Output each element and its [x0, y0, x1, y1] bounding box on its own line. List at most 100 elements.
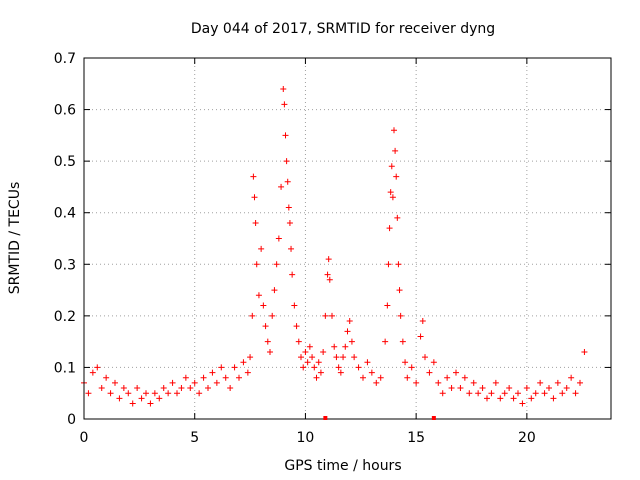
data-point: [249, 312, 256, 319]
x-tick-label: 10: [297, 430, 315, 446]
data-point: [252, 220, 259, 227]
data-point: [311, 364, 318, 371]
data-point: [134, 385, 141, 392]
grid: [84, 58, 611, 419]
data-point: [466, 390, 473, 397]
data-point: [340, 354, 347, 361]
data-point: [364, 359, 371, 366]
data-point: [227, 385, 234, 392]
data-point: [182, 374, 189, 381]
data-point: [283, 158, 290, 165]
data-point: [322, 312, 329, 319]
data-marks: [81, 85, 588, 407]
data-point: [293, 323, 300, 330]
data-point: [116, 395, 123, 402]
data-point: [342, 343, 349, 350]
data-point: [435, 379, 442, 386]
data-point: [205, 385, 211, 392]
data-point: [273, 261, 280, 268]
chart-title: Day 044 of 2017, SRMTID for receiver dyn…: [191, 21, 495, 37]
data-point: [147, 400, 154, 407]
data-point: [187, 385, 194, 392]
data-point: [231, 364, 238, 371]
data-point: [253, 261, 260, 268]
data-point: [313, 374, 320, 381]
data-point: [103, 374, 110, 381]
data-point: [165, 390, 172, 397]
data-point: [461, 374, 468, 381]
data-point: [255, 292, 262, 299]
data-point: [302, 348, 309, 355]
data-point: [264, 338, 271, 345]
data-point: [178, 385, 185, 392]
data-point: [317, 369, 324, 376]
data-point: [94, 364, 101, 371]
data-point: [397, 312, 404, 319]
data-point: [426, 369, 433, 376]
data-point: [295, 338, 302, 345]
x-axis-marker: [431, 416, 436, 420]
data-point: [563, 385, 570, 392]
data-point: [346, 318, 353, 325]
data-point: [577, 379, 583, 386]
x-axis-marker: [323, 416, 328, 420]
data-point: [262, 323, 269, 330]
data-point: [422, 354, 428, 361]
data-point: [196, 390, 203, 397]
y-tick-label: 0.5: [54, 154, 76, 170]
data-point: [532, 390, 539, 397]
data-point: [218, 364, 225, 371]
data-point: [568, 374, 575, 381]
data-point: [453, 369, 459, 376]
data-point: [309, 354, 316, 361]
data-point: [282, 132, 289, 139]
data-point: [550, 395, 557, 402]
axis-markers: [323, 416, 436, 420]
data-point: [373, 379, 380, 386]
data-point: [300, 364, 307, 371]
data-point: [275, 235, 282, 242]
data-point: [382, 338, 389, 345]
data-point: [281, 101, 288, 108]
data-point: [470, 379, 477, 386]
data-point: [278, 183, 285, 190]
data-point: [191, 379, 198, 386]
data-point: [348, 338, 355, 345]
data-point: [392, 147, 399, 154]
data-point: [537, 379, 544, 386]
data-point: [488, 390, 495, 397]
data-point: [554, 379, 561, 386]
y-tick-label: 0.3: [54, 257, 76, 273]
x-tick-label: 5: [190, 430, 199, 446]
data-point: [337, 369, 344, 376]
data-point: [497, 395, 504, 402]
data-point: [430, 359, 437, 366]
data-point: [439, 390, 446, 397]
data-point: [475, 390, 482, 397]
data-point: [298, 354, 304, 361]
data-point: [288, 245, 295, 252]
data-point: [419, 318, 426, 325]
data-point: [360, 374, 366, 381]
data-point: [285, 204, 292, 211]
y-tick-label: 0.4: [54, 206, 76, 222]
data-point: [417, 333, 424, 340]
plot-frame: [83, 57, 612, 420]
data-point: [98, 385, 105, 392]
data-point: [399, 338, 406, 345]
data-point: [355, 364, 362, 371]
data-point: [269, 312, 276, 319]
data-point: [546, 385, 552, 392]
data-point: [368, 369, 375, 376]
data-point: [581, 348, 588, 355]
data-point: [251, 194, 258, 201]
x-axis-label: GPS time / hours: [284, 458, 401, 474]
data-point: [284, 178, 291, 185]
data-point: [506, 385, 513, 392]
data-point: [519, 400, 526, 407]
data-point: [492, 379, 499, 386]
data-point: [389, 194, 396, 201]
data-point: [408, 364, 415, 371]
data-point: [85, 390, 92, 397]
data-point: [394, 214, 401, 221]
